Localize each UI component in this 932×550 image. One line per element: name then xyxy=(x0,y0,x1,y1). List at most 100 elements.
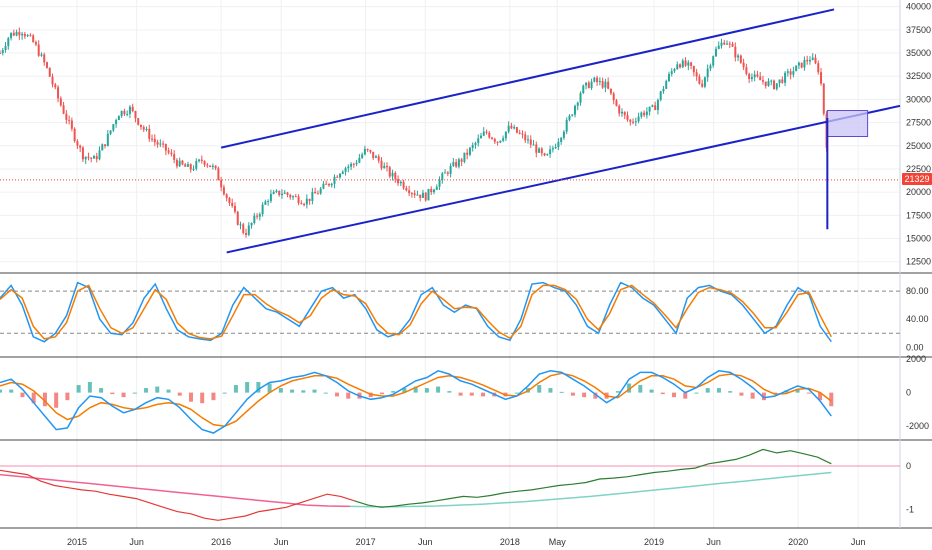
candle-body xyxy=(59,98,62,106)
candle-body xyxy=(242,224,245,233)
price-axis-label: 20000 xyxy=(906,187,931,197)
grid xyxy=(0,0,900,528)
candle-body xyxy=(820,72,823,84)
candle-body xyxy=(795,65,798,72)
macd-histogram-bar xyxy=(87,382,92,393)
candle-body xyxy=(488,132,491,138)
candle-body xyxy=(48,67,51,77)
macd-histogram-bar xyxy=(177,392,182,396)
ratio-ma-line-up xyxy=(349,471,832,508)
candle-body xyxy=(656,99,659,111)
candle-body xyxy=(0,53,1,55)
x-tick-label: May xyxy=(549,537,567,547)
candle-body xyxy=(386,165,389,168)
candle-body xyxy=(781,79,784,83)
price-axis-label: 12500 xyxy=(906,257,931,267)
candle-body xyxy=(438,179,441,187)
candle-body xyxy=(645,111,648,116)
candle-body xyxy=(186,164,189,167)
macd-histogram-bar xyxy=(458,392,463,396)
candle-body xyxy=(308,198,311,201)
candle-body xyxy=(269,193,272,202)
macd-histogram-bar xyxy=(402,388,407,393)
candle-body xyxy=(106,133,109,146)
candle-body xyxy=(195,161,198,169)
candle-body xyxy=(817,63,820,73)
candle-body xyxy=(245,232,248,235)
candle-body xyxy=(496,141,499,143)
candle-body xyxy=(435,186,438,190)
ratio-line-down xyxy=(0,469,355,521)
candle-body xyxy=(416,194,419,196)
candle-body xyxy=(112,124,115,131)
candle-body xyxy=(316,193,319,195)
candle-body xyxy=(156,142,159,145)
candle-body xyxy=(773,80,776,90)
candle-body xyxy=(543,153,546,156)
candle-body xyxy=(300,203,303,205)
candle-body xyxy=(753,74,756,78)
price-axis-label: 27500 xyxy=(906,118,931,128)
price-axis-label: 35000 xyxy=(906,48,931,58)
candle-body xyxy=(756,74,759,77)
candle-body xyxy=(731,43,734,47)
candle-body xyxy=(524,134,527,141)
candle-body xyxy=(485,131,488,133)
macd-histogram-bar xyxy=(245,382,250,393)
candle-body xyxy=(325,183,328,185)
candle-body xyxy=(538,148,541,153)
candle-body xyxy=(225,194,228,198)
macd-histogram-bar xyxy=(323,392,328,394)
candle-body xyxy=(480,135,483,139)
candle-body xyxy=(319,188,322,194)
macd-histogram-bar xyxy=(683,392,688,399)
macd-histogram-bar xyxy=(144,388,149,393)
candle-body xyxy=(90,157,93,159)
candle-body xyxy=(551,148,554,150)
channel-upper-line xyxy=(220,8,835,149)
candle-body xyxy=(808,59,811,62)
candle-body xyxy=(148,128,151,139)
stochastic-k-line xyxy=(0,281,832,343)
candle-body xyxy=(131,106,134,112)
candle-body xyxy=(667,73,670,81)
candle-body xyxy=(220,180,223,188)
candle-body xyxy=(557,141,560,147)
candle-body xyxy=(120,110,123,117)
candle-body xyxy=(673,69,676,72)
candle-body xyxy=(648,106,651,112)
candle-body xyxy=(670,71,673,74)
candle-body xyxy=(247,225,250,235)
candle-body xyxy=(576,102,579,106)
x-tick-label: 2016 xyxy=(211,537,231,547)
candle-body xyxy=(712,56,715,66)
candle-body xyxy=(714,48,717,57)
candle-body xyxy=(217,168,220,181)
stochastic-d-line xyxy=(0,284,832,340)
candle-body xyxy=(388,167,391,177)
candle-body xyxy=(457,159,460,167)
macd-histogram-bar xyxy=(705,388,710,393)
candle-body xyxy=(222,187,225,195)
candle-body xyxy=(413,193,416,195)
candle-body xyxy=(45,62,48,68)
candle-body xyxy=(380,160,383,169)
candle-body xyxy=(303,204,306,206)
x-tick-label: Jun xyxy=(706,537,721,547)
candle-body xyxy=(535,144,538,153)
candle-body xyxy=(37,44,40,56)
candle-body xyxy=(662,88,665,92)
candle-body xyxy=(175,159,178,167)
candle-body xyxy=(593,77,596,82)
candle-body xyxy=(532,144,535,146)
macd-histogram-bar xyxy=(615,391,620,393)
candle-body xyxy=(681,60,684,68)
candle-body xyxy=(267,201,270,203)
candle-body xyxy=(421,192,424,198)
candle-body xyxy=(151,138,154,140)
price-axis-label: 22500 xyxy=(906,164,931,174)
x-tick-label: 2015 xyxy=(67,537,87,547)
macd-histogram-bar xyxy=(20,392,25,398)
candle-body xyxy=(70,120,73,129)
